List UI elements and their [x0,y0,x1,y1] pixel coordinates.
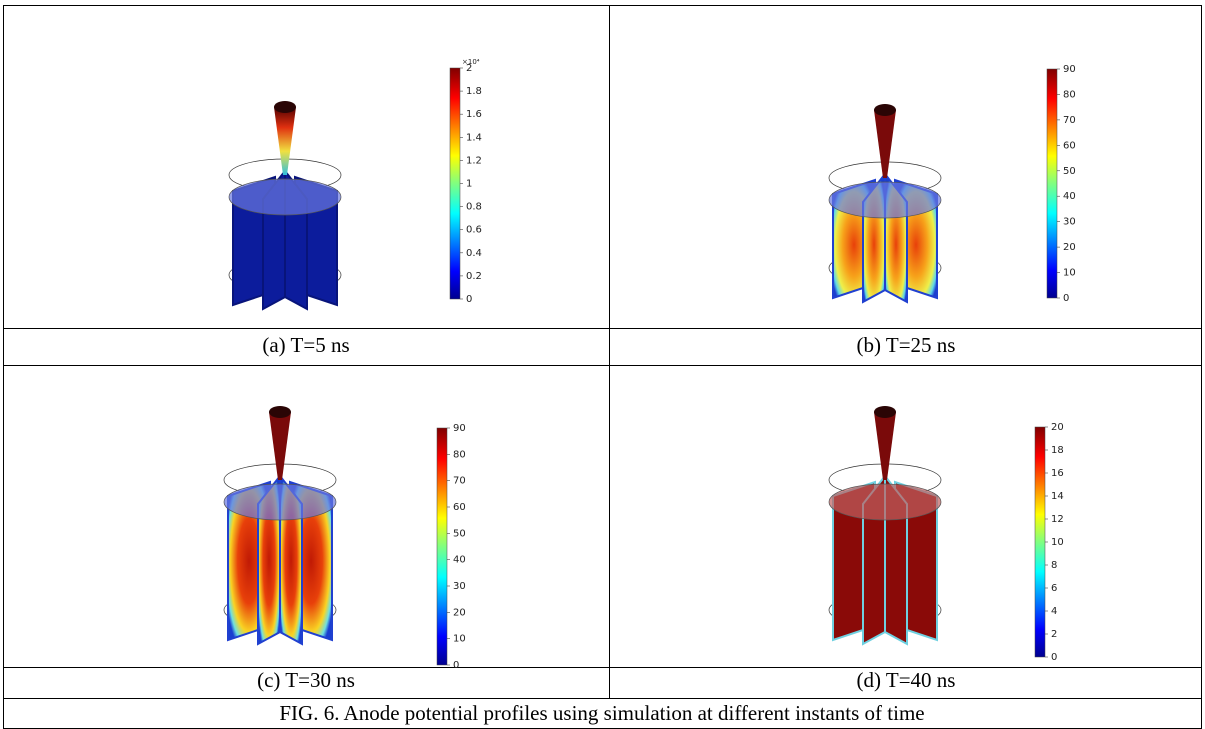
colorbar-tick-label: 70 [453,476,466,487]
probe [274,107,296,175]
colorbar-multiplier: ×10⁴ [462,58,480,66]
colorbar-tick-label: 70 [1063,115,1076,126]
colorbar-tick-label: 1.2 [466,155,482,166]
probe [269,412,291,480]
colorbar-tick-label: 1.8 [466,86,482,97]
disc [229,179,341,215]
probe-tip [274,101,296,113]
colorbar-tick-label: 0 [1063,293,1069,304]
simulation-panel: 0 2 4 6 8 10 12 14 16 18 20 (d) T=40 ns [829,406,1064,692]
colorbar-tick-label: 90 [453,423,466,434]
colorbar [450,68,460,299]
colorbar-tick-label: 40 [453,555,466,566]
colorbar-tick-label: 80 [453,449,466,460]
probe-tip [269,406,291,418]
colorbar-tick-label: 0 [1051,652,1057,663]
simulation-panel: 0 10 20 30 40 50 60 70 80 90 (c) T=30 ns [224,406,466,692]
disc [224,484,336,520]
simulation-panel: 0 10 20 30 40 50 60 70 80 90 (b) T=25 ns [829,64,1076,357]
colorbar-tick-label: 0 [466,294,472,305]
colorbar-tick-label: 1 [466,179,472,190]
colorbar-tick-label: 30 [1063,217,1076,228]
colorbar-tick-label: 20 [1051,422,1064,433]
colorbar-tick-label: 0.6 [466,225,482,236]
probe [874,412,896,480]
table-border [4,6,1202,729]
figure-page: 0 0.2 0.4 0.6 0.8 1 1.2 1.4 1.6 1.8 2 ×10⁴ (a) T=5 n… [0,0,1205,729]
colorbar-tick-label: 0.8 [466,202,482,213]
disc [829,182,941,218]
probe-tip [874,406,896,418]
colorbar-tick-label: 80 [1063,89,1076,100]
colorbar [1047,69,1057,298]
colorbar-tick-label: 60 [1063,140,1076,151]
probe [874,110,896,178]
colorbar-tick-label: 10 [453,634,466,645]
colorbar-tick-label: 20 [453,607,466,618]
colorbar-tick-label: 1.6 [466,109,482,120]
figure-caption: FIG. 6. Anode potential profiles using s… [279,701,924,725]
colorbar-tick-label: 12 [1051,514,1064,525]
probe-tip [874,104,896,116]
colorbar-tick-label: 50 [1063,166,1076,177]
panel-caption: (c) T=30 ns [257,668,355,692]
colorbar-tick-label: 20 [1063,242,1076,253]
panel-caption: (d) T=40 ns [857,668,956,692]
colorbar-tick-label: 30 [453,581,466,592]
colorbar-tick-label: 10 [1051,537,1064,548]
colorbar-tick-label: 0.4 [466,248,482,259]
colorbar-tick-label: 16 [1051,468,1064,479]
panels: 0 0.2 0.4 0.6 0.8 1 1.2 1.4 1.6 1.8 2 ×10⁴ (a) T=5 n… [224,58,1076,692]
disc [829,484,941,520]
colorbar-tick-label: 8 [1051,560,1057,571]
colorbar-tick-label: 2 [1051,629,1057,640]
colorbar [1035,427,1045,657]
colorbar-tick-label: 14 [1051,491,1064,502]
colorbar [437,428,447,665]
colorbar-tick-label: 10 [1063,268,1076,279]
colorbar-tick-label: 0 [453,660,459,671]
colorbar-tick-label: 1.4 [466,132,482,143]
panel-caption: (b) T=25 ns [857,333,956,357]
colorbar-tick-label: 0.2 [466,271,482,282]
colorbar-tick-label: 18 [1051,445,1064,456]
colorbar-tick-label: 60 [453,502,466,513]
panel-caption: (a) T=5 ns [262,333,349,357]
simulation-panel: 00.20.40.60.811.21.41.61.82×10⁴(a) T=5 n… [229,58,482,357]
colorbar-tick-label: 40 [1063,191,1076,202]
colorbar-tick-label: 6 [1051,583,1057,594]
colorbar-tick-label: 50 [453,528,466,539]
colorbar-tick-label: 4 [1051,606,1057,617]
colorbar-tick-label: 90 [1063,64,1076,75]
